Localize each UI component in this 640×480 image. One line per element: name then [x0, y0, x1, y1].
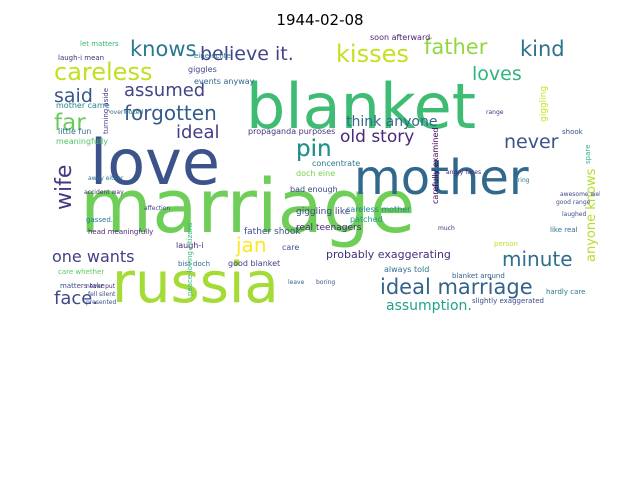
word-far: far — [54, 110, 86, 136]
word-spare: spare — [584, 145, 592, 164]
word-anyone-knows: anyone knows — [584, 168, 599, 262]
word-head-meaningfully: head meaningfully — [88, 228, 153, 236]
word-presented: presented — [86, 299, 116, 306]
word-turning-aside: turning aside — [102, 88, 110, 134]
word-kisses: kisses — [336, 40, 409, 68]
word-face: face. — [54, 288, 98, 309]
word-bist-doch: bist doch — [178, 260, 210, 268]
word-blanket: blanket — [246, 70, 476, 143]
word-fell-silent: fell silent — [88, 291, 116, 298]
word-assumed: assumed — [124, 80, 205, 101]
word-soon-afterward: soon afterward — [370, 34, 430, 42]
word-real-teenagers: real teenagers — [296, 223, 362, 233]
word-pin: pin — [296, 136, 332, 162]
word-think-anyone: think anyone — [346, 114, 437, 130]
word-accident-way: accident way — [84, 189, 124, 196]
word-eine-echte: eine echte — [194, 52, 231, 60]
word-one-wants: one wants — [52, 247, 135, 266]
word-awesome-well: awesome well — [560, 191, 600, 198]
word-little-fun: little fun — [58, 127, 91, 136]
word-angry-faces: angry faces — [446, 169, 481, 176]
word-leave: leave — [288, 279, 305, 286]
word-forgotten: forgotten — [124, 101, 217, 125]
word-giggling: giggling — [539, 86, 549, 122]
word-matters-take: matters take — [60, 282, 105, 290]
word-wife: wife — [52, 165, 77, 210]
word-concentrate: concentrate — [312, 159, 360, 168]
word-love: love — [90, 126, 220, 199]
word-bad-enough: bad enough — [290, 185, 338, 194]
word-range: range — [486, 109, 504, 116]
word-minute: minute — [502, 247, 573, 271]
word-like-real: like real — [550, 226, 578, 234]
word-knows: knows — [130, 37, 196, 61]
word-shook: shook — [562, 128, 584, 136]
word-blanket-around: blanket around — [452, 272, 505, 280]
word-always-told: always told — [384, 265, 429, 274]
word-probably-exaggerating: probably exaggerating — [326, 248, 451, 261]
word-slightly-exaggerated: slightly exaggerated — [472, 297, 544, 305]
word-care: care — [282, 243, 299, 252]
word-careless-mother: careless mother — [346, 205, 411, 214]
word-gassed: gassed. — [86, 216, 113, 224]
word-marriage: marriage — [80, 164, 415, 250]
word-never-put: never put — [86, 283, 116, 290]
word-father: father — [424, 35, 488, 59]
word-affection: affection — [144, 205, 170, 212]
word-assumption: assumption. — [386, 298, 472, 314]
word-person: person — [494, 240, 518, 248]
word-kind: kind — [520, 37, 565, 61]
word-cloud-background — [50, 34, 600, 314]
word-mother: mother — [354, 150, 529, 206]
word-laugh-i-mean: laugh-i mean — [58, 54, 104, 62]
word-ideal-marriage: ideal marriage — [380, 275, 533, 299]
word-giggling-like: giggling like — [296, 207, 351, 217]
word-patched: patched — [350, 215, 383, 224]
word-carefully-examined: carefully examined — [431, 128, 440, 204]
word-careless: careless — [54, 58, 152, 86]
word-good-blanket: good blanket — [228, 259, 280, 268]
word-father-shook: father shook — [244, 227, 301, 237]
word-meaningfully: meaningfully — [56, 137, 108, 146]
word-believe-it: believe it. — [200, 43, 294, 65]
word-laughed: laughed — [562, 211, 586, 218]
word-giggles: giggles — [188, 65, 217, 74]
word-said: said — [54, 85, 93, 107]
word-events-anyway: events anyway — [194, 77, 255, 86]
word-propaganda-purposes: propaganda purposes — [248, 127, 335, 136]
word-doch-eine: doch eine — [296, 169, 335, 178]
word-boring: boring — [316, 279, 335, 286]
word-care-whether: care whether — [58, 268, 104, 276]
word-good-range: good range — [556, 199, 591, 206]
plot-title: 1944-02-08 — [276, 11, 364, 29]
word-jan: jan — [235, 233, 267, 257]
word-never: never — [504, 131, 559, 153]
word-ideal: ideal — [176, 122, 220, 143]
word-pin: pin — [296, 136, 332, 162]
word-overlooked: overlooked — [110, 109, 143, 116]
word-peace-loving-citizens: peace-loving citizens — [186, 222, 194, 296]
word-laugh-i: laugh-i — [176, 241, 203, 250]
word-mother-came: mother came — [56, 101, 110, 110]
word-much: much — [438, 225, 455, 232]
word-russia: russia — [112, 251, 279, 314]
word-loves: loves — [472, 63, 522, 85]
word-old-story: old story — [340, 127, 414, 147]
word-bring: bring — [514, 177, 530, 184]
word-away-either: away either — [88, 175, 124, 182]
word-let-matters: let matters — [80, 40, 119, 48]
word-hardly-care: hardly care — [546, 288, 585, 296]
